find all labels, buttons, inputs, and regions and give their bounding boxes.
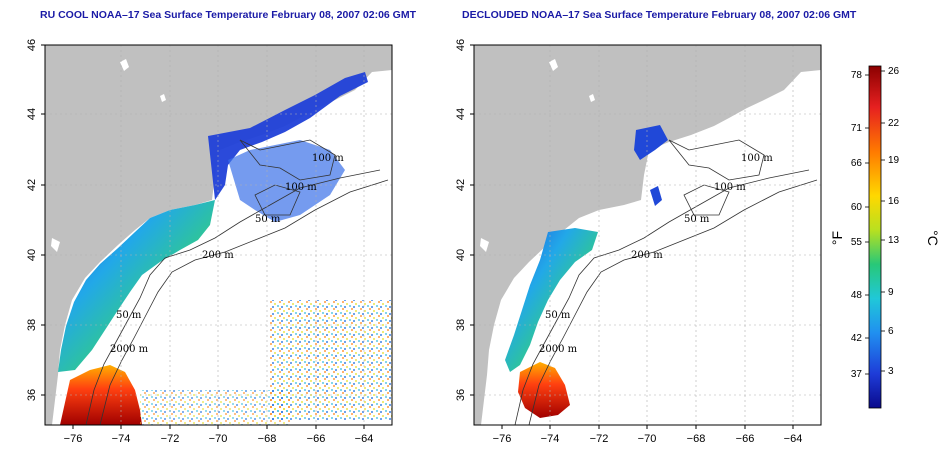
contour-label: 50 m	[684, 214, 710, 225]
y-tick-label: 40	[26, 249, 38, 261]
fahrenheit-tick: 37	[851, 369, 863, 380]
x-tick-label: −70	[209, 433, 228, 445]
celsius-tick: 9	[888, 287, 894, 298]
contour-label: 50 m	[545, 310, 571, 321]
contour-label: 50 m	[116, 310, 142, 321]
fahrenheit-unit-label: °F	[829, 231, 845, 245]
y-tick-label: 38	[455, 319, 467, 331]
contour-label: 200 m	[202, 250, 234, 261]
celsius-tick: 13	[888, 235, 900, 246]
fahrenheit-tick: 78	[851, 70, 863, 81]
contour-label: 50 m	[255, 214, 281, 225]
x-tick-label: −76	[493, 433, 512, 445]
left-sst-map: 100 m 100 m 50 m 200 m 50 m 2000 m	[44, 44, 393, 426]
land-mass	[474, 45, 821, 425]
right-x-axis: −76 −74 −72 −70 −68 −66 −64	[493, 425, 803, 445]
y-tick-label: 42	[26, 179, 38, 191]
celsius-tick: 19	[888, 155, 900, 166]
celsius-tick: 26	[888, 66, 900, 77]
x-tick-label: −74	[541, 433, 560, 445]
warm-gulf-stream	[518, 362, 570, 418]
contour-label: 100 m	[741, 153, 773, 164]
x-tick-label: −72	[590, 433, 609, 445]
contour-label: 100 m	[312, 153, 344, 164]
y-tick-label: 36	[26, 389, 38, 401]
left-x-axis: −76 −74 −72 −70 −68 −66 −64	[64, 425, 374, 445]
x-tick-label: −66	[736, 433, 755, 445]
contour-label: 2000 m	[110, 344, 149, 355]
celsius-tick: 16	[888, 196, 900, 207]
x-tick-label: −70	[638, 433, 657, 445]
contour-label: 100 m	[285, 182, 317, 193]
x-tick-label: −64	[355, 433, 374, 445]
temperature-colorbar: 78 71 66 60 55 48 42 37 26 22 19 16 13 9…	[829, 65, 941, 409]
fahrenheit-tick: 66	[851, 158, 863, 169]
y-tick-label: 40	[455, 249, 467, 261]
celsius-tick: 6	[888, 326, 894, 337]
y-tick-label: 44	[26, 108, 38, 120]
left-y-axis: 46 44 42 40 38 36	[26, 39, 45, 401]
y-tick-label: 44	[455, 108, 467, 120]
x-tick-label: −64	[784, 433, 803, 445]
x-tick-label: −74	[112, 433, 131, 445]
coastal-cold-water	[634, 125, 668, 160]
x-tick-label: −68	[687, 433, 706, 445]
fahrenheit-tick: 55	[851, 237, 863, 248]
y-tick-label: 46	[26, 39, 38, 51]
coastal-cold-water	[208, 72, 368, 200]
fahrenheit-tick: 48	[851, 290, 863, 301]
land-mass	[45, 45, 392, 425]
fahrenheit-tick: 42	[851, 333, 863, 344]
right-sst-map: 100 m 100 m 50 m 200 m 50 m 2000 m	[473, 44, 822, 426]
y-tick-label: 42	[455, 179, 467, 191]
x-tick-label: −76	[64, 433, 83, 445]
land-mass	[290, 45, 392, 85]
contour-label: 2000 m	[539, 344, 578, 355]
right-y-axis: 46 44 42 40 38 36	[455, 39, 474, 401]
x-tick-label: −68	[258, 433, 277, 445]
x-tick-label: −72	[161, 433, 180, 445]
x-tick-label: −66	[307, 433, 326, 445]
left-map-title: RU COOL NOAA–17 Sea Surface Temperature …	[40, 9, 417, 21]
contour-label: 100 m	[714, 182, 746, 193]
y-tick-label: 38	[26, 319, 38, 331]
y-tick-label: 46	[455, 39, 467, 51]
y-tick-label: 36	[455, 389, 467, 401]
right-map-title: DECLOUDED NOAA–17 Sea Surface Temperatur…	[462, 9, 857, 21]
contour-label: 200 m	[631, 250, 663, 261]
celsius-tick: 22	[888, 118, 900, 129]
fahrenheit-tick: 60	[851, 202, 863, 213]
celsius-unit-label: °C	[925, 230, 941, 246]
celsius-tick: 3	[888, 366, 894, 377]
fahrenheit-tick: 71	[851, 123, 863, 134]
